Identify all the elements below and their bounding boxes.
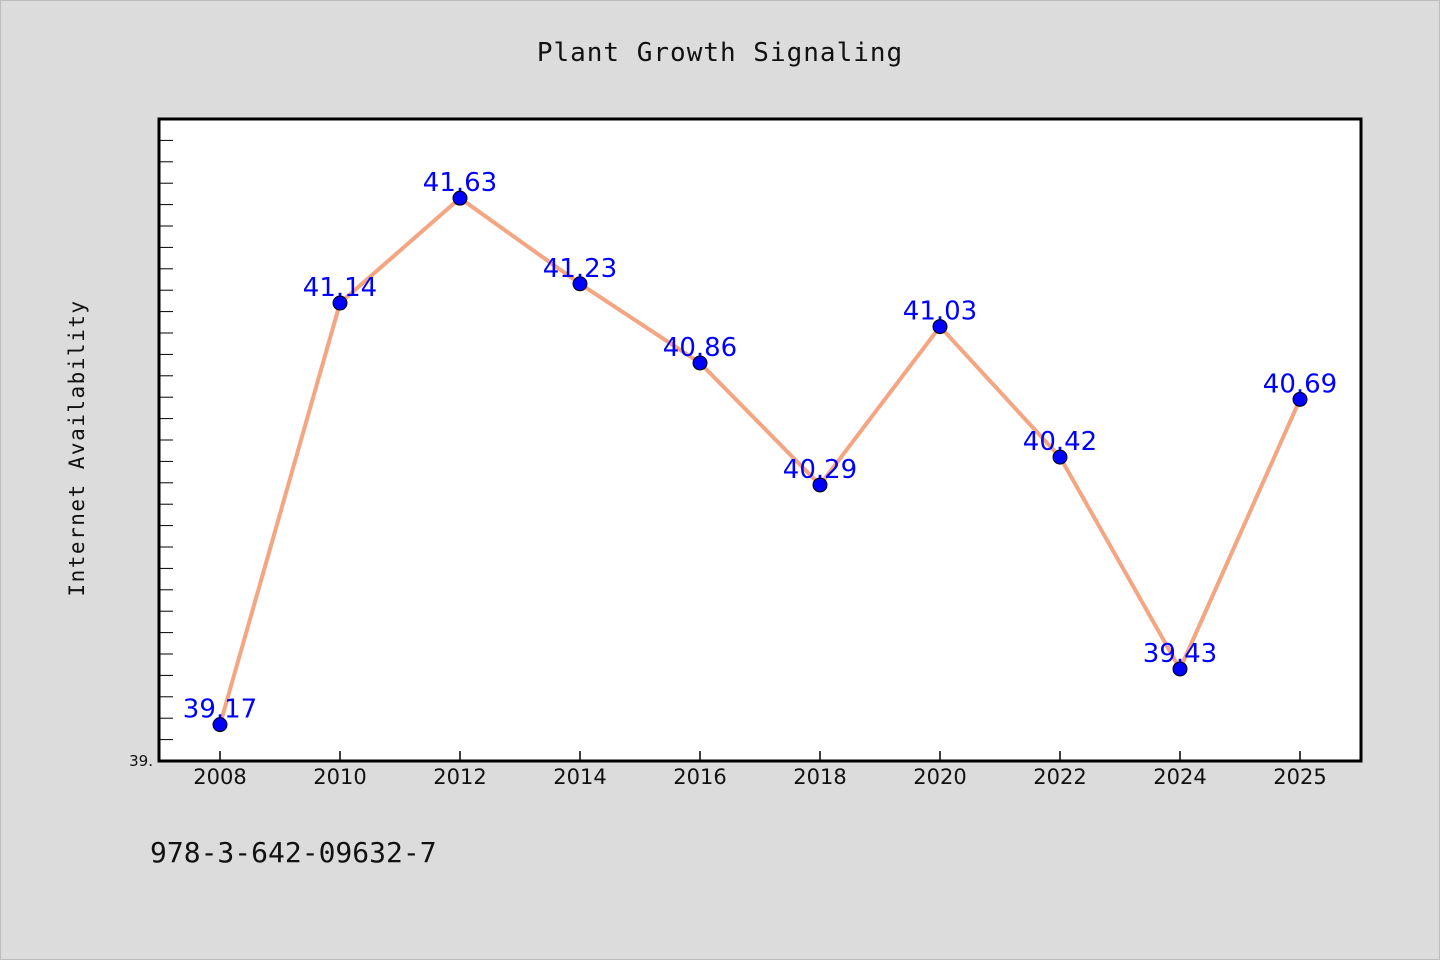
x-tick-label: 2018: [793, 765, 846, 789]
x-tick-label: 2008: [193, 765, 246, 789]
data-label: 40.86: [663, 333, 737, 363]
data-label: 41.63: [423, 168, 497, 198]
data-label: 40.42: [1023, 427, 1097, 457]
data-point: [572, 276, 588, 292]
data-point: [452, 190, 468, 206]
data-point: [212, 717, 228, 733]
data-label: 39.17: [183, 695, 257, 725]
x-tick-label: 2016: [673, 765, 726, 789]
data-label: 41.03: [903, 297, 977, 327]
x-tick-label: 2010: [313, 765, 366, 789]
data-point: [692, 355, 708, 371]
x-tick-label: 2020: [913, 765, 966, 789]
chart-title: Plant Growth Signaling: [537, 38, 903, 68]
x-tick-label: 2025: [1273, 765, 1326, 789]
x-tick-label: 2022: [1033, 765, 1086, 789]
data-point: [332, 295, 348, 311]
data-label: 41.23: [543, 254, 617, 284]
data-label: 41.14: [303, 273, 377, 303]
data-point: [1172, 661, 1188, 677]
data-point: [1292, 391, 1308, 407]
x-tick-label: 2012: [433, 765, 486, 789]
x-tick-label: 2024: [1153, 765, 1206, 789]
plot-area: [157, 117, 1363, 763]
data-labels: 39.17 41.14 41.63 41.23 40.86 40.29 41.03 40.42…: [183, 168, 1337, 724]
data-label: 39.43: [1143, 639, 1217, 669]
isbn-code: 978-3-642-09632-7: [150, 836, 437, 869]
data-markers: [212, 190, 1308, 733]
data-point: [812, 477, 828, 493]
series-line: [218, 196, 1302, 726]
y-tick-label: 39.: [129, 752, 153, 770]
data-label: 40.69: [1263, 369, 1337, 399]
data-label: 40.29: [783, 455, 857, 485]
y-axis-label: Internet Availability: [65, 299, 89, 596]
x-tick-label: 2014: [553, 765, 606, 789]
x-axis-ticks: 2008 2010 2012 2014 2016 2018 2020 2022 2024 2025: [193, 751, 1327, 789]
y-axis-ticks: [159, 139, 173, 762]
data-point: [932, 319, 948, 335]
data-point: [1052, 449, 1068, 465]
